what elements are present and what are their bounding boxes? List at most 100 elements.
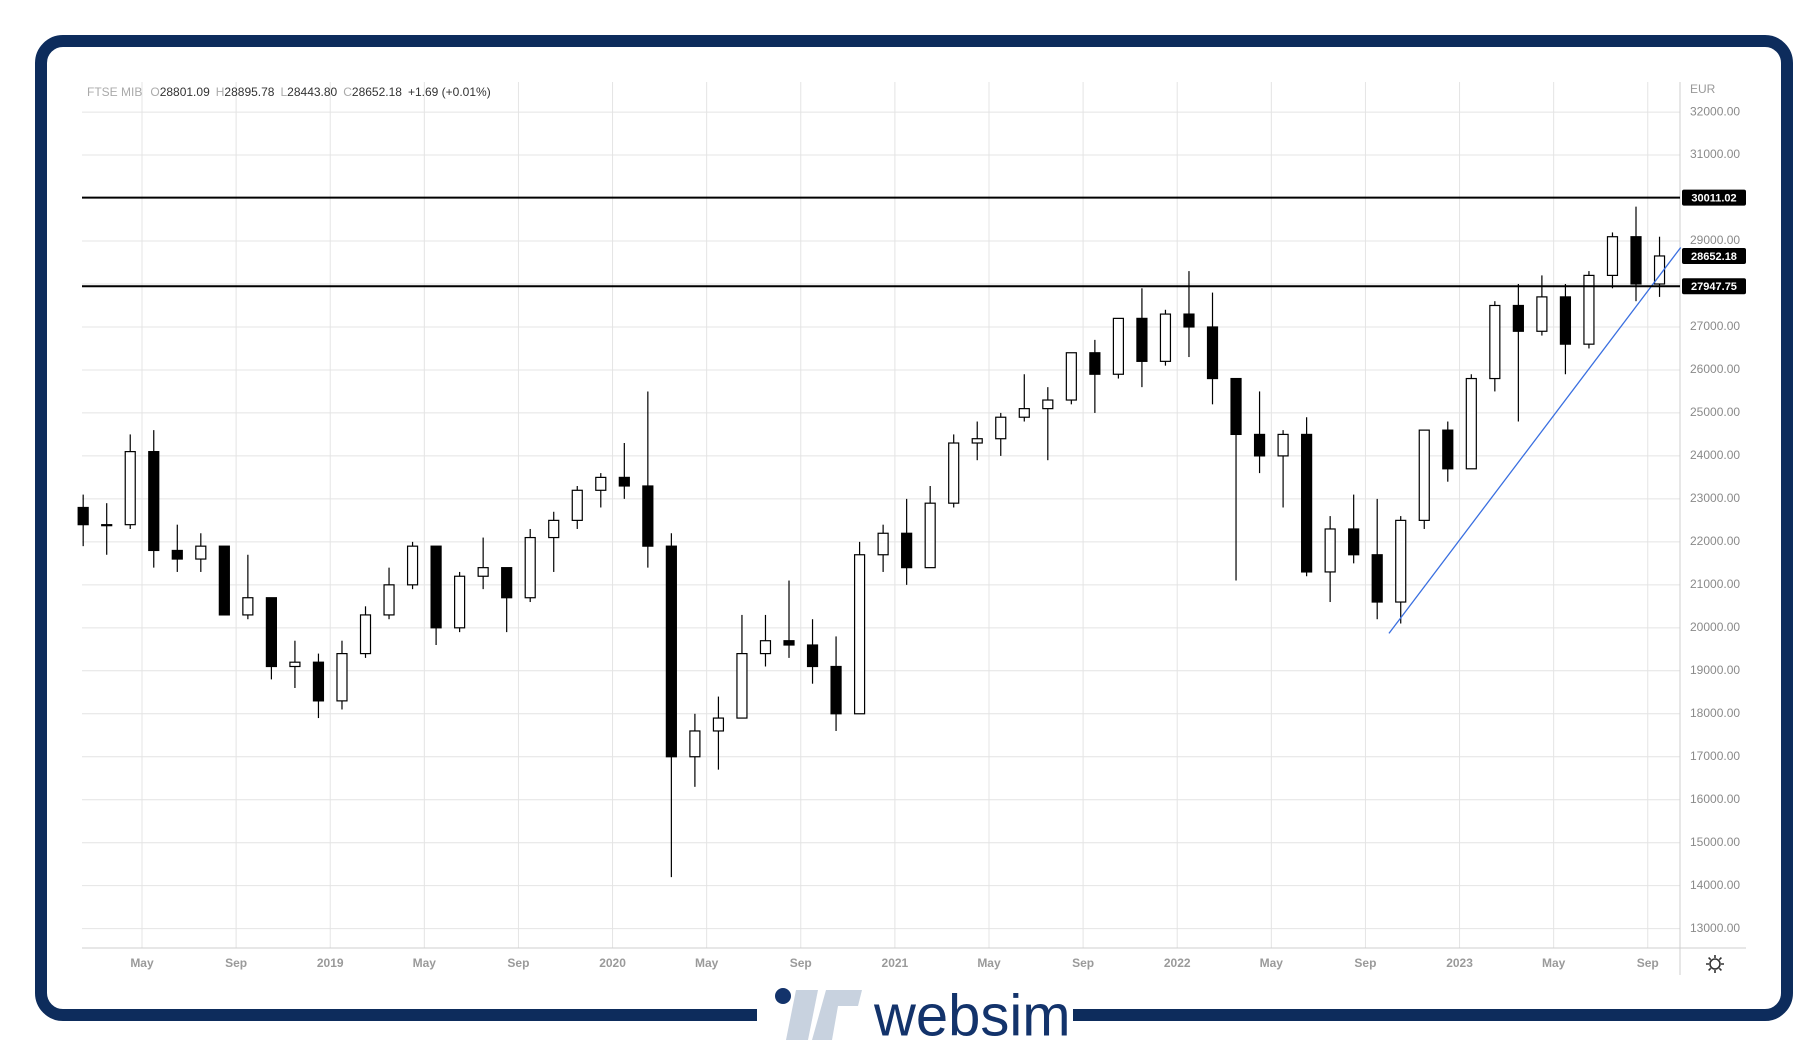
settings-icon[interactable] xyxy=(1706,955,1724,973)
candle-body xyxy=(1183,313,1195,328)
y-tick-label: 20000.00 xyxy=(1690,620,1740,634)
candle-body xyxy=(736,653,748,719)
candle-body xyxy=(336,653,348,702)
candle-body xyxy=(1018,408,1030,418)
candle-body xyxy=(1112,317,1124,375)
candle-body xyxy=(1653,255,1666,285)
candle-body xyxy=(501,567,513,599)
candle-body xyxy=(1465,377,1477,470)
header-item: 28895.78 xyxy=(224,85,274,99)
candle-body xyxy=(312,661,325,702)
y-tick-label: 15000.00 xyxy=(1690,835,1740,849)
candle-body xyxy=(877,532,889,556)
candle-body xyxy=(1253,433,1266,457)
candle-body xyxy=(1395,519,1407,603)
y-tick-label: 27000.00 xyxy=(1690,319,1740,333)
header-item: C xyxy=(343,85,352,99)
candle-body xyxy=(1136,317,1148,362)
logo-dot xyxy=(775,988,791,1004)
x-tick-label: Sep xyxy=(1072,956,1094,970)
candle-body xyxy=(1371,554,1383,603)
candle-body xyxy=(1324,528,1336,573)
trendline xyxy=(1388,247,1682,634)
y-tick-label: 17000.00 xyxy=(1690,749,1740,763)
candle-body xyxy=(571,489,583,521)
candle-body xyxy=(265,597,277,668)
header-item: +1.69 (+0.01%) xyxy=(408,85,491,99)
candle-body xyxy=(1606,236,1619,276)
candle-body xyxy=(101,524,113,527)
candle-body xyxy=(289,661,301,668)
x-tick-label: May xyxy=(130,956,154,970)
frame xyxy=(35,35,1793,1021)
candle-body xyxy=(242,597,254,616)
candle-body xyxy=(1559,296,1572,345)
candle-body xyxy=(1512,304,1524,332)
x-tick-label: Sep xyxy=(790,956,812,970)
y-tick-label: 23000.00 xyxy=(1690,491,1740,505)
y-tick-label: 32000.00 xyxy=(1690,104,1740,118)
candle-body xyxy=(454,575,466,629)
header-item: 28652.18 xyxy=(352,85,402,99)
y-tick-label: 22000.00 xyxy=(1690,534,1740,548)
candle-body xyxy=(806,644,819,668)
candle-body xyxy=(406,545,419,586)
candle-body xyxy=(1630,236,1642,285)
candle-body xyxy=(1583,274,1595,345)
price-flag-label: 28652.18 xyxy=(1691,251,1737,263)
header-item: 28801.09 xyxy=(160,85,210,99)
y-tick-label: 29000.00 xyxy=(1690,233,1740,247)
candle-body xyxy=(477,567,489,577)
legend-header: FTSE MIB O28801.09 H28895.78 L28443.80 C2865… xyxy=(87,85,491,99)
candle-body xyxy=(430,545,442,629)
y-tick-label: 21000.00 xyxy=(1690,577,1740,591)
candle-body xyxy=(665,545,677,758)
price-flag xyxy=(1682,189,1746,206)
x-tick-label: Sep xyxy=(1637,956,1659,970)
candle-body xyxy=(995,416,1007,440)
y-tick-label: 24000.00 xyxy=(1690,448,1740,462)
logo: websim xyxy=(775,983,1071,1048)
y-tick-label: 14000.00 xyxy=(1690,878,1740,892)
price-flag xyxy=(1682,247,1746,264)
candle-body xyxy=(359,614,372,655)
price-flag-label: 27947.75 xyxy=(1691,281,1737,293)
candle-body xyxy=(1206,326,1219,380)
candle-body xyxy=(548,519,560,539)
x-tick-label: May xyxy=(413,956,437,970)
candle-body xyxy=(924,502,936,569)
x-tick-label: 2021 xyxy=(882,956,909,970)
candle-body xyxy=(1277,433,1289,457)
y-tick-label: 19000.00 xyxy=(1690,663,1740,677)
x-tick-label: May xyxy=(1542,956,1566,970)
candle-body xyxy=(218,545,230,616)
logo-mark xyxy=(786,990,818,1040)
candle-body xyxy=(830,665,842,715)
candle-body xyxy=(901,532,913,569)
x-tick-label: May xyxy=(695,956,719,970)
candle-body xyxy=(1489,304,1501,380)
plot-area: 13000.00 14000.00 15000.00 16000.00 17000.00… xyxy=(77,82,1746,975)
candle-body xyxy=(124,451,136,526)
price-flag xyxy=(1682,278,1746,295)
header-item: FTSE MIB xyxy=(87,85,142,99)
x-tick-label: May xyxy=(1260,956,1284,970)
x-tick-label: 2019 xyxy=(317,956,344,970)
x-tick-label: Sep xyxy=(225,956,247,970)
header-item: 28443.80 xyxy=(287,85,337,99)
y-tick-label: 25000.00 xyxy=(1690,405,1740,419)
candle-body xyxy=(783,640,795,646)
x-tick-label: Sep xyxy=(507,956,529,970)
candle-body xyxy=(383,584,395,616)
y-tick-label: 31000.00 xyxy=(1690,147,1740,161)
y-tick-label: 26000.00 xyxy=(1690,362,1740,376)
price-flag-label: 30011.02 xyxy=(1691,192,1736,204)
candle-body xyxy=(77,506,89,526)
brand-name: websim xyxy=(873,983,1071,1048)
candle-body xyxy=(689,730,701,758)
candle-body xyxy=(948,442,960,504)
candle-body xyxy=(195,545,207,560)
candle-body xyxy=(712,717,725,732)
candle-body xyxy=(148,451,160,552)
